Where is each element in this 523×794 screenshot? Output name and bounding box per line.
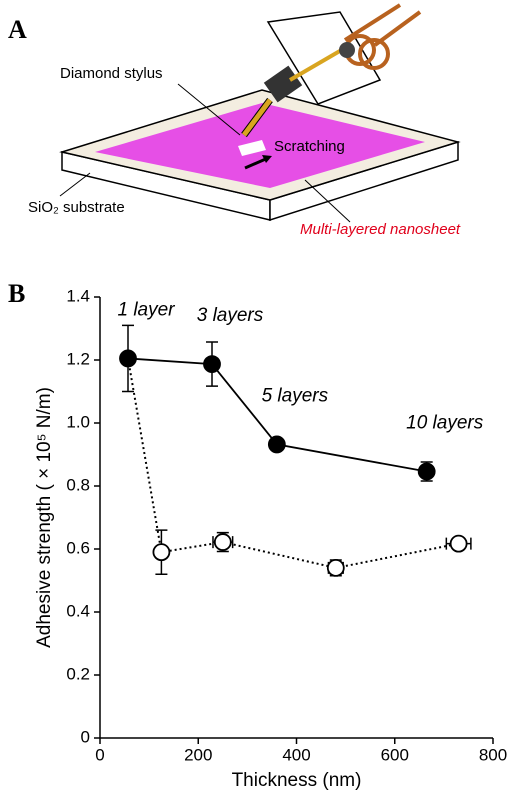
series-line	[128, 358, 427, 471]
point-label: 1 layer	[117, 299, 175, 320]
stylus-label: Diamond stylus	[60, 65, 163, 82]
y-tick-label: 1.0	[66, 412, 90, 431]
point	[451, 536, 467, 552]
point-label: 5 layers	[262, 385, 329, 406]
panel-a: A Diamond stylus Scratching SiO₂ substra…	[8, 5, 461, 238]
nanosheet-label: Multi-layered nanosheet	[300, 221, 461, 238]
x-tick-label: 800	[479, 745, 507, 764]
point	[215, 534, 231, 550]
point	[419, 464, 435, 480]
panel-label: B	[8, 279, 25, 308]
y-tick-label: 0.2	[66, 664, 90, 683]
figure: A Diamond stylus Scratching SiO₂ substra…	[0, 0, 523, 794]
x-tick-label: 600	[381, 745, 409, 764]
point	[153, 544, 169, 560]
point-label: 3 layers	[197, 305, 264, 326]
point	[120, 350, 136, 366]
y-tick-label: 0	[81, 727, 90, 746]
y-tick-label: 0.4	[66, 601, 90, 620]
panel-label: A	[8, 15, 27, 44]
panel-b: B 0 0.2 0.4 0.6 0.8 1.0 1.2 1.4 0 200 400 600 800 Thic…	[8, 279, 507, 791]
y-tick-label: 1.4	[66, 286, 90, 305]
leader	[60, 173, 90, 196]
point-label: 10 layers	[406, 413, 484, 434]
x-axis-title: Thickness (nm)	[232, 770, 362, 791]
point	[269, 436, 285, 452]
point	[328, 560, 344, 576]
y-tick-label: 0.8	[66, 475, 90, 494]
scratching-label: Scratching	[274, 138, 345, 155]
y-tick-label: 1.2	[66, 349, 90, 368]
x-tick-label: 0	[95, 745, 104, 764]
magnet	[339, 42, 355, 58]
y-axis-title: Adhesive strength ( × 10⁵ N/m)	[34, 387, 55, 648]
point	[204, 356, 220, 372]
x-tick-label: 200	[184, 745, 212, 764]
y-tick-label: 0.6	[66, 538, 90, 557]
x-tick-label: 400	[282, 745, 310, 764]
substrate-label: SiO₂ substrate	[28, 199, 125, 216]
